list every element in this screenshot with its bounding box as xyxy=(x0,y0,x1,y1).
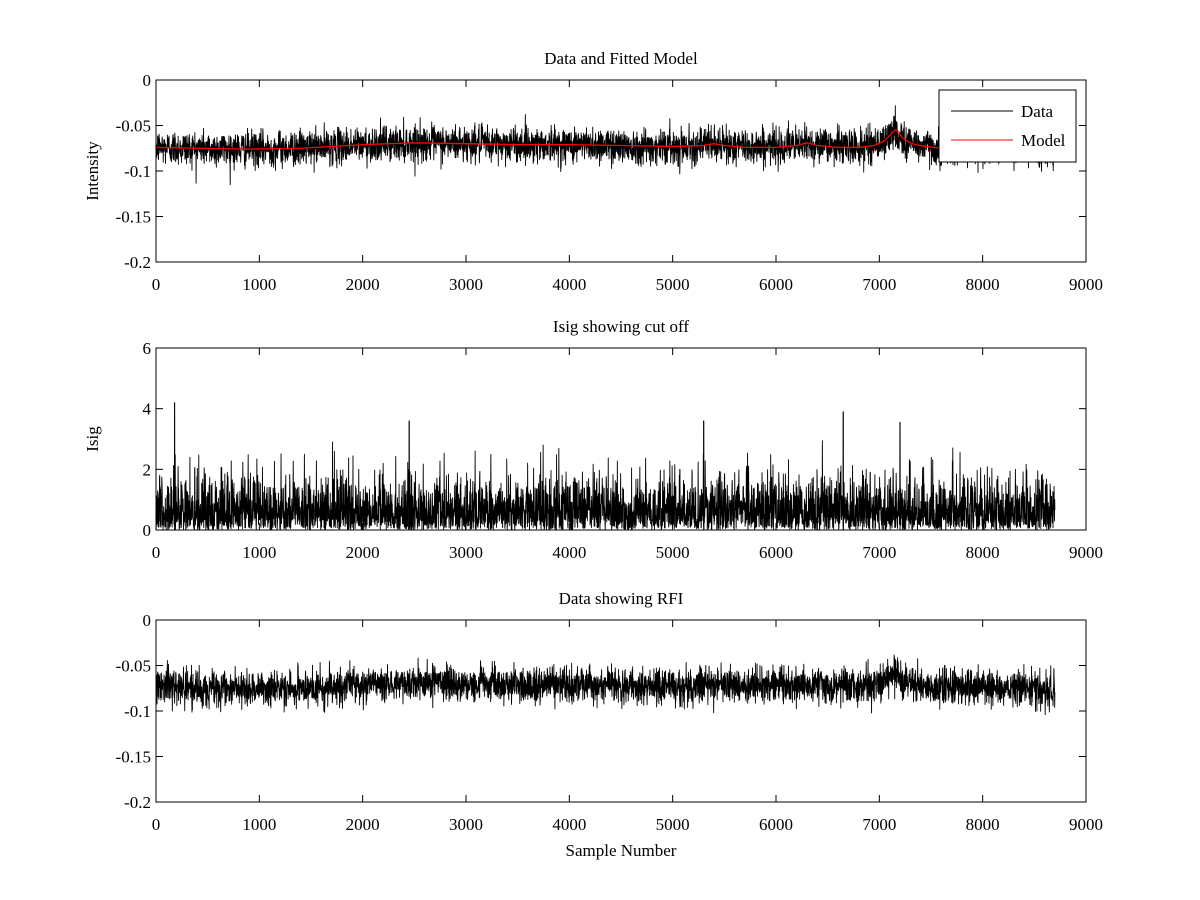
x-tick-label: 7000 xyxy=(862,543,896,562)
y-axis-label-2: Isig xyxy=(83,426,102,452)
y-tick-label: 0 xyxy=(143,611,152,630)
x-tick-label: 6000 xyxy=(759,275,793,294)
x-tick-label: 6000 xyxy=(759,815,793,834)
x-tick-label: 1000 xyxy=(242,543,276,562)
plot-area-2 xyxy=(155,402,1056,531)
y-tick-label: 2 xyxy=(143,460,152,479)
y-tick-label: -0.2 xyxy=(124,253,151,272)
x-tick-label: 7000 xyxy=(862,815,896,834)
data-series-line xyxy=(155,105,1056,186)
ticks-3: 0 1000 2000 3000 4000 5000 6000 7000 8000 9000 -0.… xyxy=(116,611,1103,834)
y-tick-label: -0.05 xyxy=(116,117,151,136)
y-tick-label: -0.1 xyxy=(124,702,151,721)
ticks-1: 0 1000 2000 3000 4000 5000 6000 7000 8000 9000 -0.… xyxy=(116,71,1103,294)
y-tick-label: -0.15 xyxy=(116,748,151,767)
x-tick-label: 3000 xyxy=(449,543,483,562)
axes-box-2 xyxy=(155,347,1087,531)
x-tick-label: 8000 xyxy=(966,815,1000,834)
legend-box xyxy=(938,89,1077,163)
x-tick-label: 6000 xyxy=(759,543,793,562)
x-tick-label: 0 xyxy=(152,815,161,834)
x-tick-label: 5000 xyxy=(656,275,690,294)
signal-series-line xyxy=(155,402,1056,531)
x-tick-label: 5000 xyxy=(656,815,690,834)
x-tick-label: 3000 xyxy=(449,815,483,834)
x-tick-label: 1000 xyxy=(242,815,276,834)
panel-data-and-fitted-model: 0 1000 2000 3000 4000 5000 6000 7000 8000 9000 -0.… xyxy=(83,49,1103,294)
y-tick-label: 0 xyxy=(143,71,152,90)
legend-label-data: Data xyxy=(1021,102,1054,121)
chart-title-2: Isig showing cut off xyxy=(553,317,689,336)
y-tick-label: 6 xyxy=(143,339,152,358)
x-tick-label: 7000 xyxy=(862,275,896,294)
ticks-2: 0 1000 2000 3000 4000 5000 6000 7000 8000 9000 0 2 4… xyxy=(143,339,1104,562)
x-tick-label: 4000 xyxy=(552,543,586,562)
x-tick-label: 9000 xyxy=(1069,275,1103,294)
y-tick-label: 0 xyxy=(143,521,152,540)
x-tick-label: 8000 xyxy=(966,543,1000,562)
x-tick-label: 9000 xyxy=(1069,815,1103,834)
legend-label-model: Model xyxy=(1021,131,1066,150)
x-tick-label: 8000 xyxy=(966,275,1000,294)
y-tick-label: -0.2 xyxy=(124,793,151,812)
x-tick-label: 9000 xyxy=(1069,543,1103,562)
chart-title-3: Data showing RFI xyxy=(559,589,684,608)
y-tick-label: 4 xyxy=(143,400,152,419)
y-tick-label: -0.15 xyxy=(116,208,151,227)
x-tick-label: 0 xyxy=(152,275,161,294)
x-tick-label: 4000 xyxy=(552,275,586,294)
panel-isig-showing-cut-off: 0 1000 2000 3000 4000 5000 6000 7000 8000 9000 0 2 4… xyxy=(83,317,1103,562)
x-tick-label: 2000 xyxy=(346,543,380,562)
plot-area-1 xyxy=(155,105,1056,186)
x-tick-label: 2000 xyxy=(346,275,380,294)
x-tick-label: 4000 xyxy=(552,815,586,834)
x-tick-label: 5000 xyxy=(656,543,690,562)
y-tick-label: -0.05 xyxy=(116,657,151,676)
legend: Data Model xyxy=(938,89,1077,163)
x-tick-label: 3000 xyxy=(449,275,483,294)
y-tick-label: -0.1 xyxy=(124,162,151,181)
x-axis-label-3: Sample Number xyxy=(566,841,677,860)
chart-title-1: Data and Fitted Model xyxy=(544,49,698,68)
plot-area-3 xyxy=(155,654,1056,716)
panel-data-showing-rfi: 0 1000 2000 3000 4000 5000 6000 7000 8000 9000 -0.… xyxy=(116,589,1103,860)
signal-series-line xyxy=(155,654,1056,716)
model-series-line xyxy=(155,129,942,150)
x-tick-label: 2000 xyxy=(346,815,380,834)
y-axis-label-1: Intensity xyxy=(83,141,102,201)
x-tick-label: 0 xyxy=(152,543,161,562)
x-tick-label: 1000 xyxy=(242,275,276,294)
